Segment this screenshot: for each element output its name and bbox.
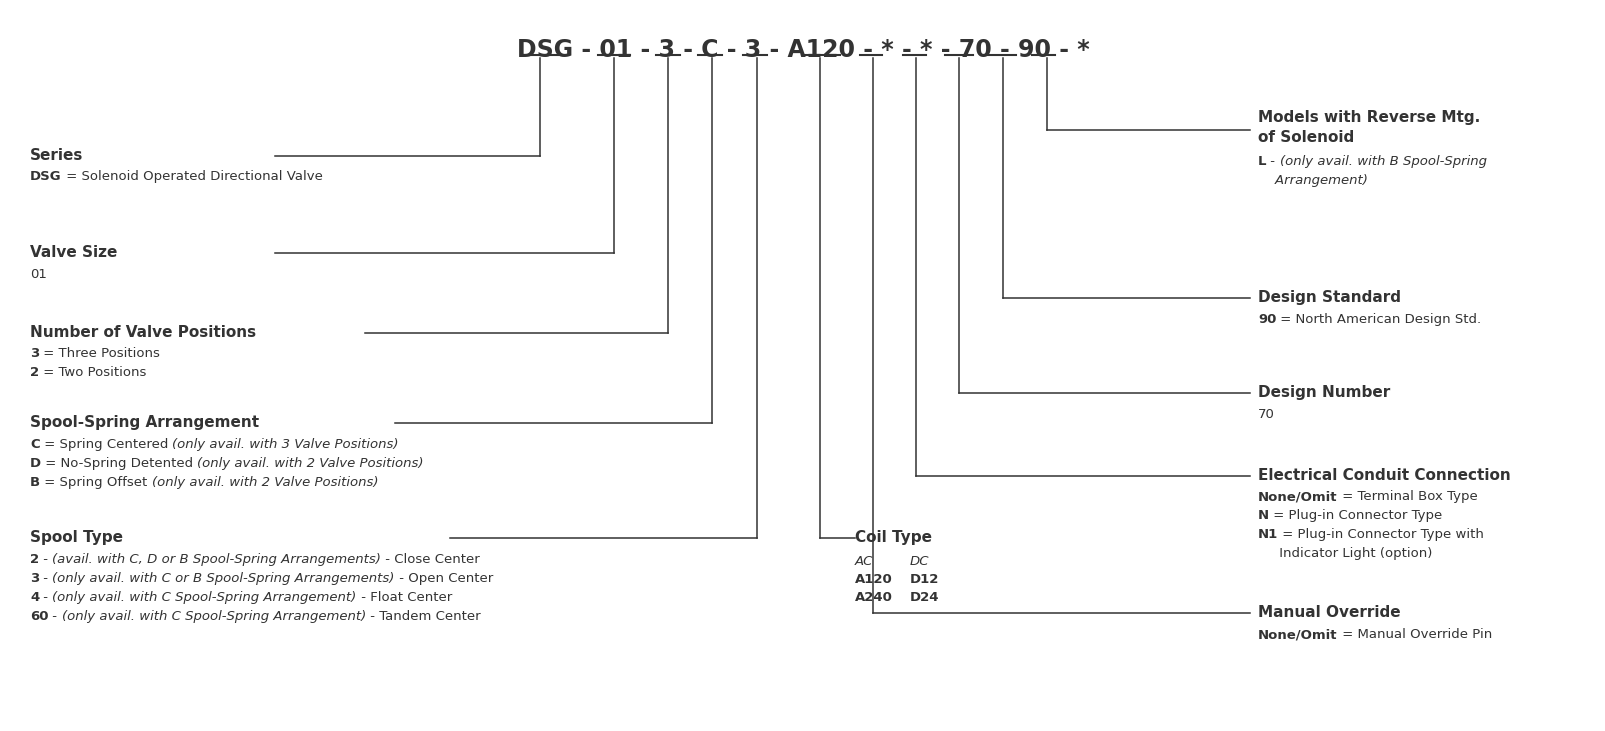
Text: - Float Center: - Float Center: [356, 591, 451, 604]
Text: Valve Size: Valve Size: [30, 245, 117, 260]
Text: 2: 2: [30, 366, 39, 379]
Text: Manual Override: Manual Override: [1257, 605, 1400, 620]
Text: Design Standard: Design Standard: [1257, 290, 1400, 305]
Text: D24: D24: [910, 591, 939, 604]
Text: -: -: [39, 553, 53, 566]
Text: (only avail. with 2 Valve Positions): (only avail. with 2 Valve Positions): [197, 457, 424, 470]
Text: (only avail. with C or B Spool-Spring Arrangements): (only avail. with C or B Spool-Spring Ar…: [53, 572, 395, 585]
Text: Design Number: Design Number: [1257, 385, 1390, 400]
Text: 60: 60: [30, 610, 48, 623]
Text: = Manual Override Pin: = Manual Override Pin: [1337, 628, 1491, 641]
Text: Indicator Light (option): Indicator Light (option): [1257, 547, 1432, 560]
Text: - Tandem Center: - Tandem Center: [366, 610, 480, 623]
Text: 4: 4: [30, 591, 39, 604]
Text: of Solenoid: of Solenoid: [1257, 130, 1353, 145]
Text: 3: 3: [30, 572, 39, 585]
Text: 70: 70: [1257, 408, 1274, 421]
Text: Spool-Spring Arrangement: Spool-Spring Arrangement: [30, 415, 258, 430]
Text: D12: D12: [910, 573, 939, 586]
Text: D: D: [30, 457, 42, 470]
Text: Electrical Conduit Connection: Electrical Conduit Connection: [1257, 468, 1510, 483]
Text: (only avail. with C Spool-Spring Arrangement): (only avail. with C Spool-Spring Arrange…: [53, 591, 356, 604]
Text: Coil Type: Coil Type: [854, 530, 931, 545]
Text: B: B: [30, 476, 40, 489]
Text: (only avail. with C Spool-Spring Arrangement): (only avail. with C Spool-Spring Arrange…: [61, 610, 366, 623]
Text: (only avail. with B Spool-Spring: (only avail. with B Spool-Spring: [1279, 155, 1486, 168]
Text: A240: A240: [854, 591, 892, 604]
Text: - Open Center: - Open Center: [395, 572, 493, 585]
Text: = Spring Offset: = Spring Offset: [40, 476, 151, 489]
Text: None/Omit: None/Omit: [1257, 490, 1337, 503]
Text: = Plug-in Connector Type: = Plug-in Connector Type: [1268, 509, 1441, 522]
Text: - Close Center: - Close Center: [380, 553, 480, 566]
Text: = Spring Centered: = Spring Centered: [40, 438, 172, 451]
Text: C: C: [30, 438, 40, 451]
Text: (only avail. with 3 Valve Positions): (only avail. with 3 Valve Positions): [172, 438, 398, 451]
Text: N: N: [1257, 509, 1268, 522]
Text: (only avail. with 2 Valve Positions): (only avail. with 2 Valve Positions): [151, 476, 377, 489]
Text: 3: 3: [30, 347, 39, 360]
Text: L: L: [1257, 155, 1266, 168]
Text: = Plug-in Connector Type with: = Plug-in Connector Type with: [1278, 528, 1483, 541]
Text: Arrangement): Arrangement): [1257, 174, 1367, 187]
Text: 2: 2: [30, 553, 39, 566]
Text: Models with Reverse Mtg.: Models with Reverse Mtg.: [1257, 110, 1480, 125]
Text: N1: N1: [1257, 528, 1278, 541]
Text: DSG: DSG: [30, 170, 61, 183]
Text: = Two Positions: = Two Positions: [39, 366, 146, 379]
Text: = Solenoid Operated Directional Valve: = Solenoid Operated Directional Valve: [61, 170, 323, 183]
Text: Series: Series: [30, 148, 83, 163]
Text: = Terminal Box Type: = Terminal Box Type: [1337, 490, 1477, 503]
Text: -: -: [39, 591, 53, 604]
Text: AC: AC: [854, 555, 873, 568]
Text: 90: 90: [1257, 313, 1276, 326]
Text: None/Omit: None/Omit: [1257, 628, 1337, 641]
Text: DC: DC: [910, 555, 929, 568]
Text: -: -: [39, 572, 53, 585]
Text: = Three Positions: = Three Positions: [39, 347, 161, 360]
Text: 01: 01: [30, 268, 47, 281]
Text: = No-Spring Detented: = No-Spring Detented: [42, 457, 197, 470]
Text: Number of Valve Positions: Number of Valve Positions: [30, 325, 255, 340]
Text: = North American Design Std.: = North American Design Std.: [1276, 313, 1480, 326]
Text: Spool Type: Spool Type: [30, 530, 124, 545]
Text: (avail. with C, D or B Spool-Spring Arrangements): (avail. with C, D or B Spool-Spring Arra…: [53, 553, 380, 566]
Text: DSG - 01 - 3 - C - 3 - A120 - * - * - 70 - 90 - *: DSG - 01 - 3 - C - 3 - A120 - * - * - 70…: [517, 38, 1088, 62]
Text: A120: A120: [854, 573, 892, 586]
Text: -: -: [48, 610, 61, 623]
Text: -: -: [1266, 155, 1279, 168]
